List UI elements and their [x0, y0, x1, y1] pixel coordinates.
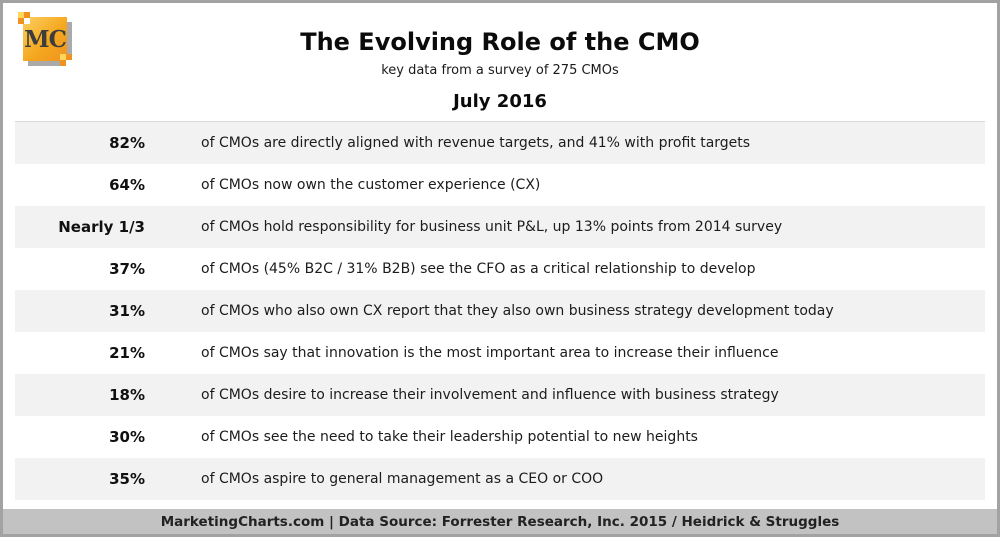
stat-value: 35% — [109, 470, 145, 488]
stat-description: of CMOs (45% B2C / 31% B2B) see the CFO … — [201, 261, 756, 277]
logo-checker-corner-icon — [60, 54, 72, 66]
table-row: 35% of CMOs aspire to general management… — [15, 458, 985, 500]
table-row: 64% of CMOs now own the customer experie… — [15, 164, 985, 206]
stat-description: of CMOs see the need to take their leade… — [201, 429, 698, 445]
footer-bar: MarketingCharts.com | Data Source: Forre… — [3, 509, 997, 534]
footer-source-text: MarketingCharts.com | Data Source: Forre… — [160, 513, 840, 530]
stat-description: of CMOs are directly aligned with revenu… — [201, 135, 751, 151]
table-row: Nearly 1/3 of CMOs hold responsibility f… — [15, 206, 985, 248]
logo-square: MC — [18, 12, 72, 66]
table-row: 30% of CMOs see the need to take their l… — [15, 416, 985, 458]
table-row: 31% of CMOs who also own CX report that … — [15, 290, 985, 332]
stat-value: 31% — [109, 302, 145, 320]
stat-description: of CMOs hold responsibility for business… — [201, 219, 783, 235]
table-row: 21% of CMOs say that innovation is the m… — [15, 332, 985, 374]
page-title: The Evolving Role of the CMO — [300, 28, 700, 56]
header: The Evolving Role of the CMO key data fr… — [3, 3, 997, 112]
table-row: 37% of CMOs (45% B2C / 31% B2B) see the … — [15, 248, 985, 290]
stat-value: 18% — [109, 386, 145, 404]
survey-date: July 2016 — [453, 91, 547, 112]
stat-description: of CMOs say that innovation is the most … — [201, 345, 779, 361]
stat-value: 37% — [109, 260, 145, 278]
stats-table: 82% of CMOs are directly aligned with re… — [15, 121, 985, 500]
logo-checker-corner-icon — [18, 12, 30, 24]
table-row: 18% of CMOs desire to increase their inv… — [15, 374, 985, 416]
stat-value: 21% — [109, 344, 145, 362]
stat-description: of CMOs who also own CX report that they… — [201, 303, 834, 319]
stat-value: 30% — [109, 428, 145, 446]
table-row: 82% of CMOs are directly aligned with re… — [15, 122, 985, 164]
page-subtitle: key data from a survey of 275 CMOs — [381, 63, 619, 78]
stat-description: of CMOs aspire to general management as … — [201, 471, 604, 487]
logo-text: MC — [24, 25, 67, 53]
stat-value: 64% — [109, 176, 145, 194]
stat-description: of CMOs desire to increase their involve… — [201, 387, 779, 403]
stat-description: of CMOs now own the customer experience … — [201, 177, 541, 193]
stat-value: Nearly 1/3 — [58, 218, 145, 236]
marketingcharts-logo: MC — [18, 12, 77, 71]
stat-value: 82% — [109, 134, 145, 152]
